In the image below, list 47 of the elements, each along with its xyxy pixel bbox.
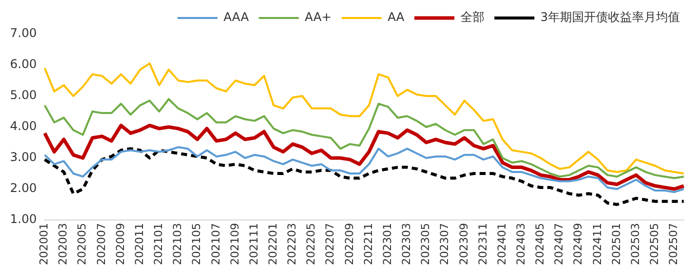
x-tick-label: 202409: [572, 223, 585, 266]
x-tick-label: 202103: [171, 223, 184, 266]
x-tick-label: 202507: [667, 223, 680, 266]
y-tick-label: 7.00: [10, 26, 37, 40]
x-tick-label: 202109: [228, 223, 242, 266]
x-tick-label: 202401: [495, 223, 508, 266]
y-tick-label: 3.00: [10, 150, 37, 164]
legend-label: AA: [388, 10, 406, 24]
line-series: [43, 147, 686, 206]
x-tick-label: 202303: [400, 223, 414, 266]
x-tick-label: 202505: [648, 223, 662, 266]
x-tick-label: 202105: [190, 223, 204, 266]
x-tick-label: 202209: [342, 223, 356, 266]
x-tick-label: 202501: [610, 223, 623, 266]
legend-label: AA+: [304, 10, 332, 24]
y-tick-label: 5.00: [10, 88, 37, 102]
x-tick-label: 202111: [247, 223, 260, 266]
x-tick-label: 202309: [457, 223, 470, 266]
x-tick-label: 202201: [266, 223, 280, 266]
y-tick-label: 1.00: [10, 212, 37, 226]
x-tick-label: 202307: [438, 223, 452, 266]
x-tick-label: 202005: [76, 223, 89, 266]
legend-label: AAA: [224, 10, 250, 24]
x-tick-label: 202301: [380, 223, 394, 266]
x-tick-label: 202205: [304, 223, 318, 266]
x-tick-label: 202009: [114, 223, 127, 266]
x-tick-label: 202003: [56, 223, 70, 266]
y-tick-label: 2.00: [10, 181, 37, 196]
x-tick-label: 202405: [534, 223, 547, 266]
x-tick-label: 202411: [590, 223, 604, 266]
x-tick-label: 202207: [324, 223, 337, 266]
x-tick-label: 202403: [514, 223, 528, 266]
x-tick-label: 202011: [132, 223, 146, 266]
x-tick-label: 202211: [362, 223, 375, 266]
x-tick-label: 202503: [628, 223, 642, 266]
y-tick-label: 4.00: [10, 119, 37, 134]
x-tick-label: 202107: [209, 223, 222, 266]
x-tick-label: 202101: [152, 223, 166, 266]
legend-label: 全部: [460, 10, 484, 24]
x-tick-label: 202311: [476, 223, 490, 266]
x-tick-label: 202001: [38, 223, 51, 266]
x-tick-label: 202305: [419, 223, 432, 266]
x-tick-label: 202203: [286, 223, 299, 266]
legend-label: 3年期国开债收益率月均值: [540, 10, 680, 24]
x-tick-label: 202407: [552, 223, 566, 266]
x-tick-label: 202007: [94, 223, 108, 266]
y-tick-label: 6.00: [10, 57, 37, 72]
